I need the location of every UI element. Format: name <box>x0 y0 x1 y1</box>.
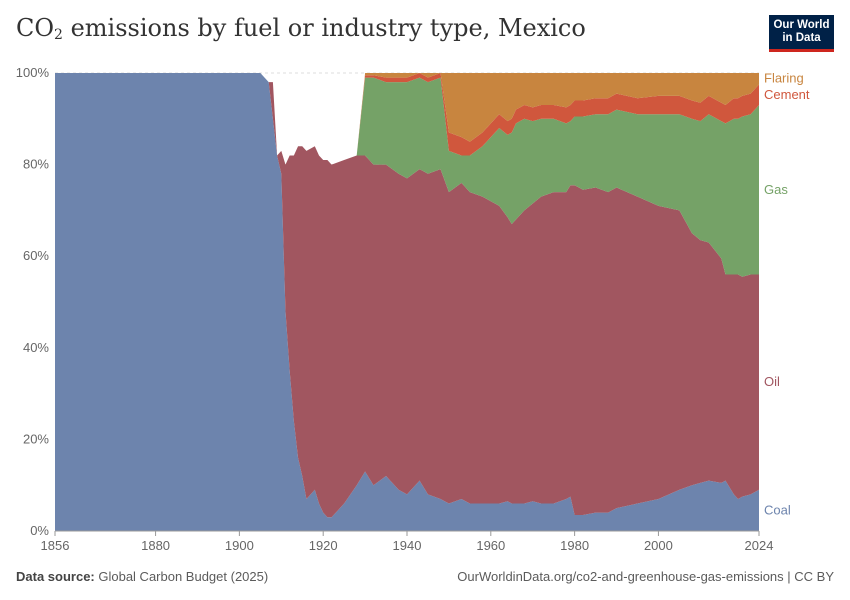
logo-line-1: Our World <box>773 19 830 31</box>
series-label-cement: Cement <box>764 87 810 102</box>
series-label-flaring: Flaring <box>764 71 804 86</box>
series-label-oil: Oil <box>764 374 780 389</box>
y-tick-label: 0% <box>30 523 49 538</box>
x-tick-label: 2024 <box>745 538 774 553</box>
series-label-gas: Gas <box>764 182 788 197</box>
area-oil <box>55 73 759 518</box>
area-coal <box>55 73 759 531</box>
y-tick-label: 80% <box>23 157 49 172</box>
x-tick-label: 1960 <box>476 538 505 553</box>
y-axis-ticks: 0% 20% 40% 60% 80% 100% <box>16 65 50 538</box>
y-tick-label: 20% <box>23 431 49 446</box>
x-tick-label: 2000 <box>644 538 673 553</box>
x-tick-label: 1940 <box>393 538 422 553</box>
chart-title: CO2 emissions by fuel or industry type, … <box>16 14 586 43</box>
data-source: Data source: Global Carbon Budget (2025) <box>16 569 268 584</box>
series-label-coal: Coal <box>764 502 791 517</box>
area-gas <box>55 73 759 277</box>
area-flaring <box>55 73 759 165</box>
source-url-link[interactable]: OurWorldinData.org/co2-and-greenhouse-ga… <box>457 569 834 584</box>
x-tick-label: 1900 <box>225 538 254 553</box>
logo-line-2: in Data <box>782 32 821 44</box>
series-areas <box>55 73 759 531</box>
x-tick-label: 1856 <box>41 538 70 553</box>
x-tick-label: 1980 <box>560 538 589 553</box>
y-tick-label: 60% <box>23 248 49 263</box>
owid-logo[interactable]: Our World in Data <box>769 15 834 52</box>
data-source-text: Global Carbon Budget (2025) <box>94 569 269 584</box>
data-source-label: Data source: <box>16 569 95 584</box>
y-tick-label: 40% <box>23 340 49 355</box>
x-tick-label: 1880 <box>141 538 170 553</box>
y-tick-label: 100% <box>16 65 50 80</box>
x-tick-label: 1920 <box>309 538 338 553</box>
x-axis-ticks: 1856 1880 1900 1920 1940 1960 1980 2000 2024 <box>41 530 774 553</box>
